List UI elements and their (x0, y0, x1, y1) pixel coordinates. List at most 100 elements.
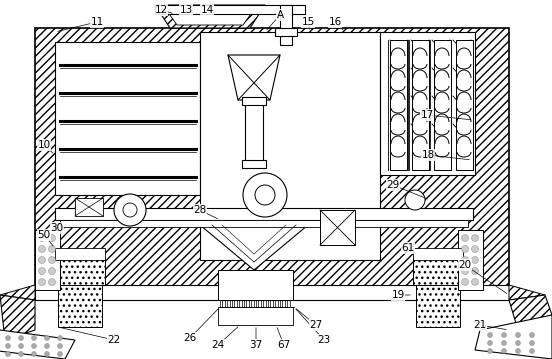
Bar (155, 5, 305, 14)
Circle shape (114, 194, 146, 226)
Bar (35, 230, 60, 290)
Bar (55, 208, 473, 220)
Bar (35, 285, 509, 300)
Text: 11: 11 (91, 17, 104, 27)
Polygon shape (200, 225, 308, 270)
Circle shape (516, 332, 521, 337)
Circle shape (461, 256, 469, 264)
Text: 17: 17 (421, 110, 434, 120)
Bar (320, 210, 355, 245)
Polygon shape (165, 8, 255, 25)
Polygon shape (475, 315, 552, 359)
Bar (380, 32, 475, 175)
Circle shape (461, 279, 469, 285)
Circle shape (31, 336, 36, 340)
Circle shape (57, 344, 62, 349)
Bar (242, 160, 266, 168)
Circle shape (19, 351, 24, 356)
Polygon shape (0, 330, 75, 359)
Bar (200, 32, 380, 260)
Text: 21: 21 (474, 320, 487, 330)
Bar (242, 97, 266, 105)
Circle shape (39, 256, 45, 264)
Text: 18: 18 (421, 150, 434, 160)
Circle shape (31, 351, 36, 356)
Circle shape (405, 190, 425, 210)
Bar (55, 258, 105, 285)
Text: 13: 13 (179, 5, 193, 15)
Circle shape (461, 234, 469, 242)
Circle shape (502, 349, 507, 354)
Circle shape (6, 336, 10, 340)
Circle shape (461, 267, 469, 275)
Circle shape (49, 279, 56, 285)
Polygon shape (0, 285, 35, 300)
Text: 14: 14 (200, 5, 214, 15)
Circle shape (529, 340, 534, 345)
Bar (60, 220, 468, 227)
Text: 23: 23 (317, 335, 331, 345)
Bar (218, 307, 293, 325)
Text: 28: 28 (193, 205, 206, 215)
Circle shape (471, 279, 479, 285)
Bar (458, 230, 483, 290)
Circle shape (6, 351, 10, 356)
Circle shape (487, 349, 492, 354)
Circle shape (516, 349, 521, 354)
Text: 15: 15 (301, 17, 315, 27)
Text: 12: 12 (155, 5, 168, 15)
Bar (434, 40, 451, 170)
Text: 22: 22 (108, 335, 121, 345)
Circle shape (461, 246, 469, 252)
Bar (390, 40, 407, 170)
Circle shape (49, 267, 56, 275)
Circle shape (19, 336, 24, 340)
Circle shape (243, 173, 287, 217)
Circle shape (39, 234, 45, 242)
Text: 29: 29 (386, 180, 400, 190)
Circle shape (487, 332, 492, 337)
Text: 16: 16 (328, 17, 342, 27)
Bar (55, 248, 105, 260)
Circle shape (123, 203, 137, 217)
Text: 27: 27 (309, 320, 322, 330)
Polygon shape (228, 55, 280, 100)
Circle shape (6, 344, 10, 349)
Text: 20: 20 (459, 260, 471, 270)
Circle shape (471, 246, 479, 252)
Circle shape (49, 256, 56, 264)
Bar (75, 198, 103, 216)
Circle shape (57, 336, 62, 340)
Bar (413, 248, 463, 260)
Text: 10: 10 (38, 140, 51, 150)
Polygon shape (0, 295, 35, 340)
Circle shape (516, 340, 521, 345)
Circle shape (31, 344, 36, 349)
Bar (280, 5, 292, 45)
Text: 26: 26 (183, 333, 197, 343)
Circle shape (45, 351, 50, 356)
Circle shape (45, 336, 50, 340)
Circle shape (487, 340, 492, 345)
Polygon shape (509, 285, 545, 300)
Circle shape (57, 351, 62, 356)
Circle shape (19, 344, 24, 349)
Circle shape (502, 332, 507, 337)
Circle shape (471, 256, 479, 264)
Bar (245, 100, 263, 165)
Circle shape (45, 344, 50, 349)
Text: 30: 30 (50, 223, 63, 233)
Text: 67: 67 (277, 340, 290, 350)
Circle shape (39, 279, 45, 285)
Circle shape (49, 246, 56, 252)
Text: 19: 19 (391, 290, 405, 300)
Text: 24: 24 (211, 340, 225, 350)
Polygon shape (155, 5, 265, 28)
Circle shape (471, 234, 479, 242)
Text: 37: 37 (250, 340, 263, 350)
Circle shape (529, 332, 534, 337)
Circle shape (255, 185, 275, 205)
Bar (456, 40, 473, 170)
Circle shape (471, 267, 479, 275)
Text: 50: 50 (38, 230, 51, 240)
